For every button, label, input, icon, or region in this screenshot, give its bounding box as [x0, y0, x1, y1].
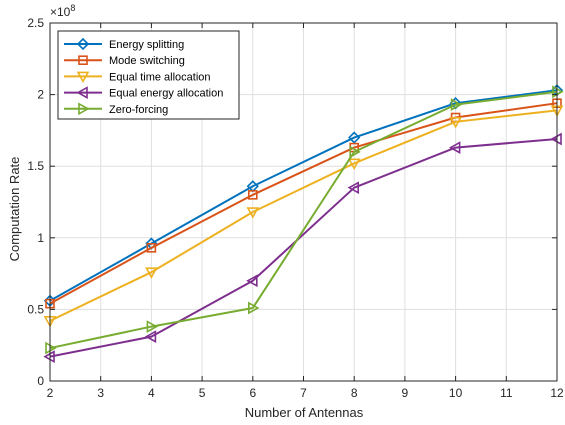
legend-label: Equal time allocation: [109, 71, 211, 83]
data-point-marker: [246, 207, 260, 219]
series-line: [49, 137, 558, 358]
x-tick-label: 5: [199, 386, 206, 400]
data-point-marker: [448, 141, 461, 154]
data-point-marker: [146, 320, 159, 333]
series-lines: [43, 84, 564, 364]
y-axis-title: Computation Rate: [7, 157, 22, 262]
series-line: [49, 90, 558, 350]
data-point-marker: [347, 158, 361, 170]
legend-label: Mode switching: [109, 55, 185, 67]
data-point-marker: [246, 274, 258, 288]
data-point-marker: [248, 301, 260, 315]
y-tick-label: 1.5: [27, 159, 44, 173]
series-equal-time-allocation: [43, 105, 564, 328]
data-point-marker: [450, 98, 463, 111]
x-tick-label: 7: [300, 386, 307, 400]
legend-item: Equal energy allocation: [64, 86, 223, 100]
data-point-marker: [145, 267, 158, 279]
x-tick-label: 9: [402, 386, 409, 400]
legend-label: Zero-forcing: [109, 104, 168, 116]
x-axis-title: Number of Antennas: [245, 405, 364, 420]
y-tick-label: 2: [37, 88, 44, 102]
x-tick-label: 12: [550, 386, 564, 400]
legend-item: Zero-forcing: [64, 102, 168, 116]
y-axis-exponent-power: 8: [70, 3, 75, 13]
data-point-marker: [449, 117, 462, 129]
y-tick-label: 2.5: [27, 16, 44, 30]
x-tick-label: 6: [249, 386, 256, 400]
data-point-marker: [78, 55, 88, 66]
data-point-marker: [348, 131, 361, 144]
data-point-marker: [347, 181, 360, 195]
y-tick-label: 1: [37, 231, 44, 245]
legend: Energy splitting Mode switching Equal time…: [57, 30, 240, 120]
y-tick-label: 0: [37, 374, 44, 388]
x-tick-label: 3: [97, 386, 104, 400]
legend-label: Energy splitting: [109, 39, 184, 51]
data-point-marker: [146, 243, 157, 253]
x-tick-label: 8: [351, 386, 358, 400]
legend-item: Energy splitting: [64, 37, 184, 51]
y-axis-exponent: ×108: [50, 3, 75, 19]
x-tick-label: 4: [148, 386, 155, 400]
y-axis-exponent-base: ×10: [50, 5, 71, 19]
x-tick-label: 11: [500, 386, 513, 400]
y-tick-label: 0.5: [27, 302, 44, 316]
legend-item: Equal time allocation: [64, 71, 211, 83]
series-line: [49, 102, 558, 305]
data-point-marker: [349, 145, 361, 159]
data-point-marker: [76, 86, 88, 99]
axis-ticks: 2 3 4 5 6 7 8 9 10 11 12 0 0.5 1 1.5 2 2.5: [27, 16, 564, 400]
x-tick-label: 2: [47, 386, 54, 400]
series-line: [49, 109, 558, 322]
data-point-marker: [76, 71, 90, 84]
data-point-marker: [144, 330, 157, 343]
data-point-marker: [78, 102, 90, 116]
legend-box: [57, 30, 240, 120]
data-point-marker: [248, 190, 258, 200]
legend-label: Equal energy allocation: [109, 88, 223, 100]
legend-item: Mode switching: [64, 55, 185, 67]
series-line: [49, 89, 558, 302]
x-tick-label: 10: [449, 386, 463, 400]
data-point-marker: [76, 37, 90, 51]
